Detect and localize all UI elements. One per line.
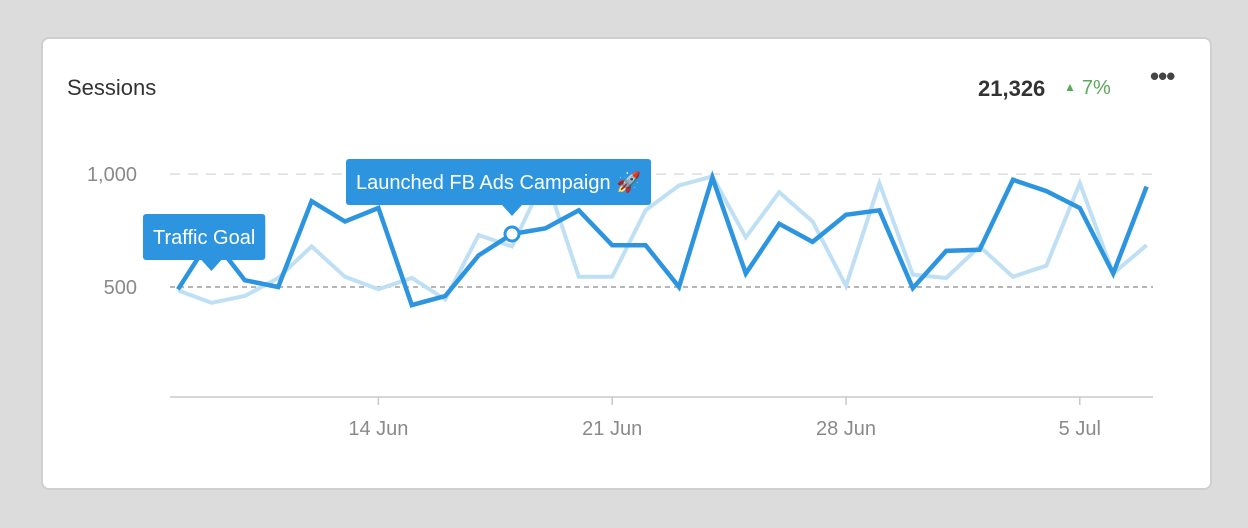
x-tick-label: 14 Jun — [348, 418, 408, 440]
previous-period-line — [177, 171, 1148, 305]
grid-layer: 1,000 500 — [87, 164, 1153, 299]
change-percent: 7% — [1081, 77, 1111, 99]
annotation-pointer — [502, 205, 522, 216]
sessions-card: Sessions 21,326 ▲ 7% ••• 1,000 500 14 Jun 2… — [41, 37, 1212, 490]
x-tick-label: 28 Jun — [816, 418, 876, 440]
current-period-line — [176, 170, 1149, 308]
series-layer — [176, 170, 1149, 308]
annotation-box — [143, 214, 266, 260]
x-axis: 14 Jun 21 Jun 28 Jun 5 Jul — [170, 396, 1153, 440]
annotation-label: Launched FB Ads Campaign 🚀 — [356, 170, 641, 194]
annotation-label: Traffic Goal — [153, 227, 255, 249]
card-title: Sessions — [67, 75, 157, 100]
annotation-callout[interactable]: Launched FB Ads Campaign 🚀 — [346, 159, 652, 216]
y-tick-label: 500 — [104, 277, 137, 299]
sessions-chart: 1,000 500 14 Jun 21 Jun 28 Jun 5 Jul Traffic… — [87, 159, 1153, 440]
annotation-callout[interactable]: Traffic Goal — [143, 214, 266, 271]
marker-layer — [503, 225, 521, 243]
ellipsis-icon[interactable]: ••• — [1150, 61, 1175, 91]
annotation-marker — [503, 225, 521, 243]
annotation-pointer — [201, 260, 222, 271]
annotation-box — [346, 159, 652, 205]
up-triangle-icon: ▲ — [1064, 80, 1076, 94]
annotation-layer: Traffic Goal Launched FB Ads Campaign 🚀 — [143, 159, 652, 271]
y-tick-label: 1,000 — [87, 164, 137, 186]
x-tick-label: 21 Jun — [582, 418, 642, 440]
sessions-total: 21,326 — [978, 76, 1046, 101]
x-tick-label: 5 Jul — [1059, 418, 1101, 440]
change-indicator: ▲ 7% — [1064, 77, 1111, 100]
